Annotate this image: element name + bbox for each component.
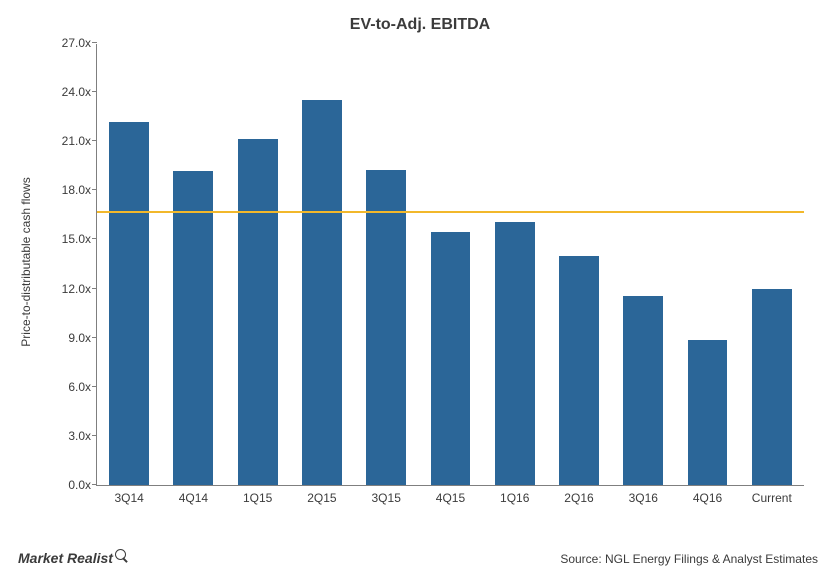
y-tick-label: 18.0x: [62, 183, 97, 197]
x-tick-label: 3Q16: [629, 485, 658, 505]
y-tick-label: 0.0x: [68, 478, 97, 492]
y-axis-label: Price-to-distributable cash flows: [19, 41, 33, 483]
y-tick-label: 21.0x: [62, 134, 97, 148]
bar-slot: 4Q16: [675, 44, 739, 485]
brand-attribution: Market Realist: [18, 549, 129, 566]
bar: [366, 170, 406, 485]
bar: [688, 340, 728, 485]
bar-slot: 3Q14: [97, 44, 161, 485]
bar: [559, 256, 599, 485]
y-tick-mark: [92, 484, 97, 485]
x-tick-label: 4Q14: [179, 485, 208, 505]
bar-slot: Current: [740, 44, 804, 485]
y-tick-label: 12.0x: [62, 282, 97, 296]
bar-slot: 3Q16: [611, 44, 675, 485]
bar: [623, 296, 663, 485]
y-tick-mark: [92, 140, 97, 141]
bar-slot: 4Q15: [418, 44, 482, 485]
x-tick-label: 2Q16: [564, 485, 593, 505]
x-tick-label: 2Q15: [307, 485, 336, 505]
y-tick-label: 15.0x: [62, 232, 97, 246]
y-tick-label: 6.0x: [68, 380, 97, 394]
y-tick-label: 24.0x: [62, 85, 97, 99]
bar: [109, 122, 149, 485]
plot-area: 3Q144Q141Q152Q153Q154Q151Q162Q163Q164Q16…: [96, 44, 804, 486]
bar: [752, 289, 792, 485]
bar: [238, 139, 278, 485]
bar-slot: 1Q15: [226, 44, 290, 485]
bar-slot: 1Q16: [483, 44, 547, 485]
y-tick-mark: [92, 386, 97, 387]
x-tick-label: 1Q15: [243, 485, 272, 505]
brand-text: Market Realist: [18, 550, 113, 566]
market-realist-logo: Market Realist: [18, 549, 129, 566]
bars-group: 3Q144Q141Q152Q153Q154Q151Q162Q163Q164Q16…: [97, 44, 804, 485]
y-tick-mark: [92, 435, 97, 436]
y-tick-mark: [92, 288, 97, 289]
y-tick-mark: [92, 189, 97, 190]
source-attribution: Source: NGL Energy Filings & Analyst Est…: [560, 552, 818, 566]
y-tick-label: 27.0x: [62, 36, 97, 50]
y-tick-mark: [92, 91, 97, 92]
bar: [173, 171, 213, 485]
chart-container: EV-to-Adj. EBITDA 3Q144Q141Q152Q153Q154Q…: [0, 0, 840, 580]
bar: [495, 222, 535, 485]
y-tick-mark: [92, 42, 97, 43]
bar: [431, 232, 471, 485]
bar-slot: 2Q15: [290, 44, 354, 485]
x-tick-label: 1Q16: [500, 485, 529, 505]
y-tick-label: 3.0x: [68, 429, 97, 443]
bar-slot: 3Q15: [354, 44, 418, 485]
average-reference-line: [97, 211, 804, 213]
bar-slot: 4Q14: [161, 44, 225, 485]
y-tick-mark: [92, 337, 97, 338]
x-tick-label: 3Q15: [372, 485, 401, 505]
y-tick-mark: [92, 238, 97, 239]
x-tick-label: 4Q15: [436, 485, 465, 505]
x-tick-label: 4Q16: [693, 485, 722, 505]
bar: [302, 100, 342, 485]
x-tick-label: Current: [752, 485, 792, 505]
magnifying-glass-icon: [115, 549, 129, 563]
chart-title: EV-to-Adj. EBITDA: [0, 16, 840, 34]
y-tick-label: 9.0x: [68, 331, 97, 345]
x-tick-label: 3Q14: [114, 485, 143, 505]
bar-slot: 2Q16: [547, 44, 611, 485]
